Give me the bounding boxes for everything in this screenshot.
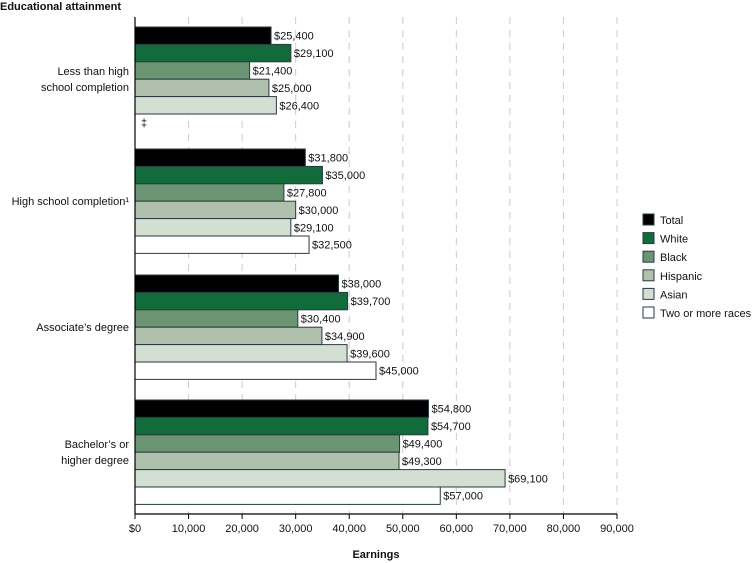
bar	[134, 235, 310, 254]
bars: $25,400 $31,800 $38,000 $54,800 $29,100 $35,0…	[134, 26, 548, 505]
legend-label: Asian	[660, 289, 688, 301]
legend-swatch	[642, 287, 655, 300]
legend-label: Total	[660, 215, 683, 227]
bar	[134, 469, 506, 488]
legend-swatch	[642, 306, 655, 319]
data-label: $69,100	[508, 473, 548, 485]
legend-label: Hispanic	[660, 271, 703, 283]
data-label: $49,400	[403, 439, 443, 451]
bar	[134, 96, 277, 115]
legend-swatch	[642, 269, 655, 282]
data-label: $25,000	[272, 83, 312, 95]
bar	[134, 434, 401, 453]
bar	[134, 165, 323, 185]
legend-swatch	[642, 213, 655, 226]
x-tick-label: $0	[129, 523, 141, 535]
x-tick-label: 10,000	[172, 523, 206, 535]
data-label: $39,600	[350, 348, 390, 360]
bar	[134, 291, 349, 311]
bar	[134, 183, 285, 202]
x-tick-label: 90,000	[600, 523, 634, 535]
legend-label: Black	[660, 252, 687, 264]
category-label-line: High school completion¹	[12, 196, 130, 208]
data-label: $27,800	[287, 188, 327, 200]
category-label: High school completion¹	[12, 196, 130, 208]
x-tick-label: 40,000	[332, 523, 366, 535]
data-label: $29,100	[294, 48, 334, 60]
x-tick-label: 60,000	[440, 523, 474, 535]
data-label: $54,800	[431, 404, 471, 416]
bar	[134, 309, 299, 328]
bar	[134, 274, 340, 293]
category-label: Bachelor’s or higher degree	[61, 439, 129, 467]
x-tick-label: 50,000	[386, 523, 420, 535]
category-labels: Less than high school completion High scho…	[12, 66, 130, 467]
x-tick-label: 30,000	[279, 523, 313, 535]
bar	[134, 43, 292, 63]
legend-swatch	[642, 250, 655, 263]
data-label: $30,000	[299, 205, 339, 217]
data-label: $31,800	[308, 153, 348, 165]
data-label: $29,100	[294, 222, 334, 234]
data-label: $32,500	[312, 240, 352, 252]
category-label-line: Bachelor’s or	[65, 439, 130, 451]
category-label-line: school completion	[41, 82, 129, 94]
data-label: $26,400	[279, 100, 319, 112]
bar	[134, 451, 400, 471]
bar	[134, 486, 441, 505]
bar	[134, 200, 297, 220]
data-label: $25,400	[274, 31, 314, 43]
data-label: $39,700	[351, 296, 391, 308]
bar	[134, 326, 323, 346]
data-label: $21,400	[253, 66, 293, 78]
category-label-line: higher degree	[61, 455, 129, 467]
bar	[134, 61, 251, 80]
bar	[134, 218, 292, 237]
bar	[134, 148, 306, 167]
x-axis-title: Earnings	[352, 549, 399, 561]
data-label-not-available: ‡	[141, 118, 147, 130]
x-tick-label: 70,000	[493, 523, 527, 535]
legend-label: White	[660, 234, 688, 246]
data-label: $35,000	[325, 170, 365, 182]
x-tick-label: 20,000	[225, 523, 259, 535]
data-label: $57,000	[443, 491, 483, 503]
data-label: $49,300	[402, 456, 442, 468]
category-label: Associate’s degree	[36, 322, 129, 334]
bar	[134, 416, 429, 436]
bar	[134, 361, 377, 380]
data-label: $34,900	[325, 331, 365, 343]
data-label: $54,700	[431, 421, 471, 433]
bar	[134, 26, 272, 45]
bar	[134, 399, 429, 418]
category-label-line: Less than high	[57, 66, 129, 78]
category-label-line: Associate’s degree	[36, 322, 129, 334]
bar	[134, 78, 270, 98]
data-label: $45,000	[379, 366, 419, 378]
x-axis: $0 10,000 20,000 30,000 40,000 50,000 60,000 70…	[129, 17, 634, 535]
y-axis-title: Educational attainment	[0, 1, 121, 13]
legend-label: Two or more races	[660, 308, 752, 320]
category-label: Less than high school completion	[41, 66, 129, 94]
bar	[134, 344, 348, 363]
legend-swatch	[642, 232, 655, 245]
x-tick-label: 80,000	[547, 523, 581, 535]
data-label: $30,400	[301, 314, 341, 326]
legend: Total White Black Hispanic Asian Two or more …	[642, 213, 752, 320]
data-label: $38,000	[342, 279, 382, 291]
